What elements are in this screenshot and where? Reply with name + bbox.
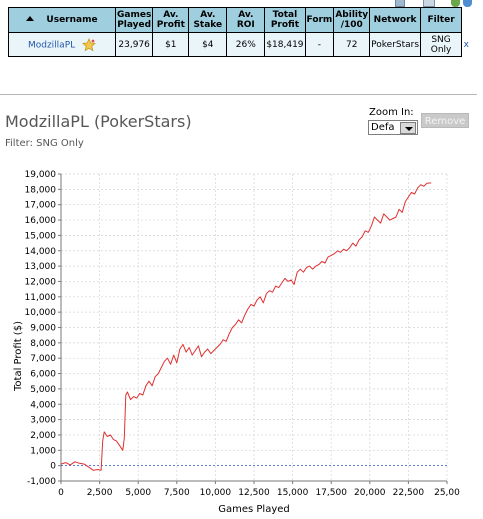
col-total-profit[interactable]: Total Profit [264,7,306,33]
col-av-roi[interactable]: Av. ROI [226,7,266,33]
filter-cell: SNG Only [420,32,463,57]
y-tick-label: 18,000 [25,185,57,195]
games-played-cell: 23,976 [114,32,154,57]
col-username[interactable]: Username [8,7,116,33]
remove-cell: x [461,32,471,57]
divider [0,94,477,95]
x-tick-label: 25,00 [434,488,460,498]
col-games-played[interactable]: Games Played [114,7,154,33]
y-tick-label: 14,000 [25,247,57,257]
col-ability[interactable]: Ability/100 [333,7,371,33]
filter-label: Filter: SNG Only [5,138,84,149]
table-header-row: Username Games Played Av. Profit Av. Stake … [8,7,471,33]
y-tick-label: 1,000 [30,446,56,456]
y-tick-label: 17,000 [25,201,57,211]
y-tick-label: 5,000 [30,385,56,395]
y-tick-label: 6,000 [30,370,56,380]
y-tick-label: 19,000 [25,170,57,180]
x-axis-label: Games Played [218,504,290,515]
col-av-profit[interactable]: Av. Profit [152,7,190,33]
y-tick-label: -1,000 [27,477,56,487]
y-tick-label: 10,000 [25,308,57,318]
y-tick-label: 7,000 [30,354,56,364]
y-tick-label: 0 [50,462,56,472]
profit-line [60,182,432,471]
x-tick-label: 0 [58,488,64,498]
y-axis-label: Total Profit ($) [13,321,24,392]
y-tick-label: 11,000 [25,293,57,303]
plot-area [60,182,447,471]
print-icon[interactable] [395,0,405,7]
refresh-icon[interactable] [451,0,460,7]
x-tick-label: 2,500 [87,488,113,498]
zoom-selected-value: Defa [371,122,395,133]
y-tick-label: 8,000 [30,339,56,349]
x-tick-label: 17,500 [315,488,347,498]
table-row: ModzillaPL 23,976 $1 $4 26% $18,419 - 72… [8,32,471,57]
zoom-select[interactable]: Defa [368,120,418,135]
col-av-stake[interactable]: Av. Stake [188,7,228,33]
sort-arrow-icon[interactable] [26,16,35,21]
chart-grid [60,173,448,482]
top-toolbar-icons [393,0,483,8]
star-icon[interactable] [82,37,96,52]
x-axis-ticks: 0 2,500 5,000 7,500 10,000 12,500 15,000 17,500… [58,481,460,498]
username-link[interactable]: ModzillaPL [27,40,76,50]
x-tick-label: 15,000 [277,488,309,498]
player-stats-table: Username Games Played Av. Profit Av. Stake … [8,7,471,57]
page-title: ModzillaPL (PokerStars) [5,112,192,131]
remove-row-link[interactable]: x [463,39,469,50]
network-cell: PokerStars [369,32,422,57]
save-icon[interactable] [423,0,435,7]
x-tick-label: 7,500 [164,488,190,498]
chevron-down-icon[interactable] [400,122,416,134]
y-tick-label: 16,000 [25,216,57,226]
zoom-label: Zoom In: [369,107,414,118]
x-tick-label: 12,500 [238,488,270,498]
col-form[interactable]: Form [304,7,335,33]
form-cell: - [304,32,335,57]
total-profit-cell: $18,419 [264,32,306,57]
y-tick-label: 3,000 [30,416,56,426]
y-tick-label: 9,000 [30,324,56,334]
av-profit-cell: $1 [152,32,190,57]
x-tick-label: 10,000 [200,488,232,498]
username-cell: ModzillaPL [8,32,116,57]
y-tick-label: 4,000 [30,400,56,410]
x-tick-label: 20,000 [354,488,386,498]
remove-button[interactable]: Remove [421,113,469,128]
x-tick-label: 5,000 [125,488,151,498]
col-filter[interactable]: Filter [420,7,463,33]
col-remove [461,7,471,33]
col-network[interactable]: Network [369,7,422,33]
ability-cell: 72 [333,32,371,57]
help-icon[interactable] [463,0,472,7]
y-axis-ticks: -1,000 0 1,000 2,000 3,000 4,000 5,000 6,000 7,0… [25,170,61,487]
y-tick-label: 15,000 [25,231,57,241]
y-tick-label: 2,000 [30,431,56,441]
y-tick-label: 12,000 [25,277,57,287]
x-tick-label: 22,500 [393,488,425,498]
profit-chart: 0 2,500 5,000 7,500 10,000 12,500 15,000 17,500… [13,170,460,515]
av-stake-cell: $4 [188,32,228,57]
y-tick-label: 13,000 [25,262,57,272]
av-roi-cell: 26% [226,32,266,57]
